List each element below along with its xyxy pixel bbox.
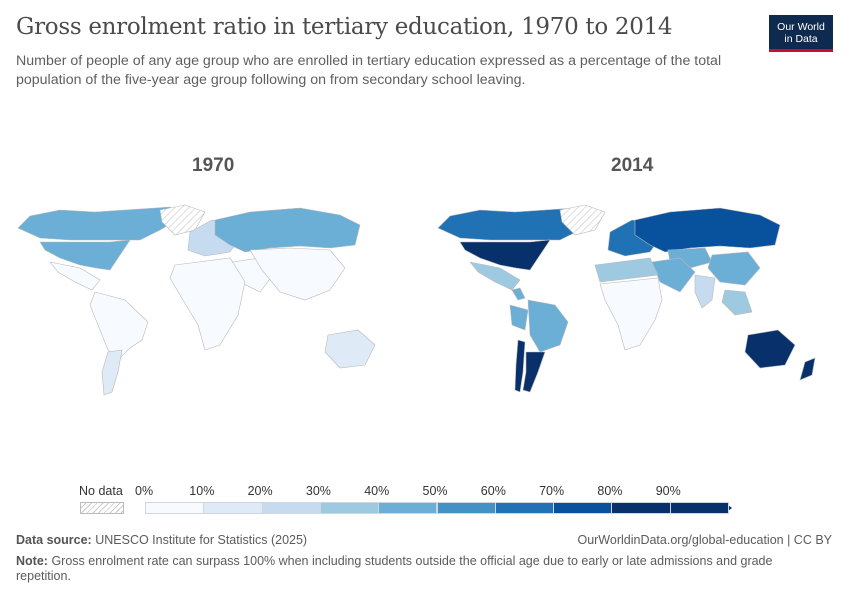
legend-swatch — [553, 502, 613, 514]
map-2014 — [437, 204, 816, 393]
region-2014-australia[interactable] — [744, 329, 796, 369]
legend-tick-label: 50% — [422, 484, 448, 498]
region-2014-russia[interactable] — [634, 207, 781, 253]
logo-line-2: in Data — [784, 33, 818, 45]
legend-swatch — [203, 502, 263, 514]
legend-no-data-label: No data — [79, 484, 123, 498]
data-source-label: Data source: — [16, 533, 92, 547]
region-2014-southeast-asia[interactable] — [721, 289, 753, 316]
legend-swatch — [319, 502, 380, 514]
note: Note: Gross enrolment rate can surpass 1… — [16, 554, 796, 584]
legend-tick-label: 60% — [480, 484, 506, 498]
region-2014-central-america[interactable] — [511, 287, 526, 301]
legend-tick-label: 0% — [135, 484, 154, 498]
region-2014-new-zealand[interactable] — [799, 357, 816, 381]
legend-swatch — [261, 502, 321, 514]
legend-swatch — [378, 502, 438, 514]
note-label: Note: — [16, 554, 48, 568]
legend-swatch — [669, 502, 729, 514]
region-2014-sub-saharan-africa[interactable] — [599, 277, 663, 351]
legend-swatch — [611, 502, 671, 514]
map-1970 — [17, 204, 376, 396]
data-source: Data source: UNESCO Institute for Statis… — [16, 533, 307, 547]
region-2014-china[interactable] — [707, 251, 761, 286]
world-maps — [17, 204, 816, 396]
legend-tick-label: 80% — [597, 484, 623, 498]
region-1970-mexico[interactable] — [49, 261, 101, 291]
note-text: Gross enrolment rate can surpass 100% wh… — [16, 554, 773, 583]
legend-swatch — [494, 502, 555, 514]
legend-tick-label: 20% — [247, 484, 273, 498]
region-2014-usa[interactable] — [459, 239, 551, 271]
legend-tick-label: 90% — [655, 484, 681, 498]
legend-tick-label: 10% — [189, 484, 215, 498]
region-2014-brazil[interactable] — [527, 299, 569, 353]
region-2014-middle-east[interactable] — [651, 257, 696, 293]
logo-underline — [769, 49, 833, 52]
legend-no-data-swatch — [80, 502, 124, 514]
region-1970-russia[interactable] — [214, 207, 361, 253]
source-url-link[interactable]: OurWorldinData.org/global-education | CC… — [577, 533, 832, 547]
region-2014-greenland[interactable] — [559, 204, 606, 236]
legend-swatch — [145, 502, 205, 514]
legend-tick-label: 40% — [364, 484, 390, 498]
data-source-link[interactable]: UNESCO Institute for Statistics (2025) — [95, 533, 308, 547]
map-label-2014: 2014 — [611, 155, 654, 176]
region-1970-australia[interactable] — [324, 329, 376, 369]
region-1970-usa[interactable] — [39, 239, 131, 271]
region-2014-north-africa[interactable] — [594, 257, 659, 283]
region-2014-india[interactable] — [694, 274, 716, 309]
region-2014-chile[interactable] — [514, 339, 526, 393]
region-1970-africa[interactable] — [169, 257, 246, 351]
region-2014-argentina[interactable] — [522, 351, 546, 393]
legend: No data 0% 10% 20% 30% 40% 50% 60% 70% 80% 90% — [0, 480, 850, 520]
region-2014-peru[interactable] — [509, 304, 529, 331]
region-1970-asia[interactable] — [249, 247, 346, 301]
map-label-1970: 1970 — [192, 155, 235, 176]
region-1970-argentina[interactable] — [101, 349, 123, 396]
logo-line-1: Our World — [777, 21, 825, 33]
legend-swatch — [436, 502, 496, 514]
region-1970-canada[interactable] — [17, 206, 181, 241]
owid-logo[interactable]: Our World in Data — [769, 15, 833, 52]
chart-title: Gross enrolment ratio in tertiary educat… — [16, 14, 673, 40]
region-1970-south-america[interactable] — [89, 291, 149, 361]
legend-tick-label: 70% — [539, 484, 565, 498]
chart-subtitle: Number of people of any age group who ar… — [16, 53, 722, 88]
legend-tick-label: 30% — [305, 484, 331, 498]
